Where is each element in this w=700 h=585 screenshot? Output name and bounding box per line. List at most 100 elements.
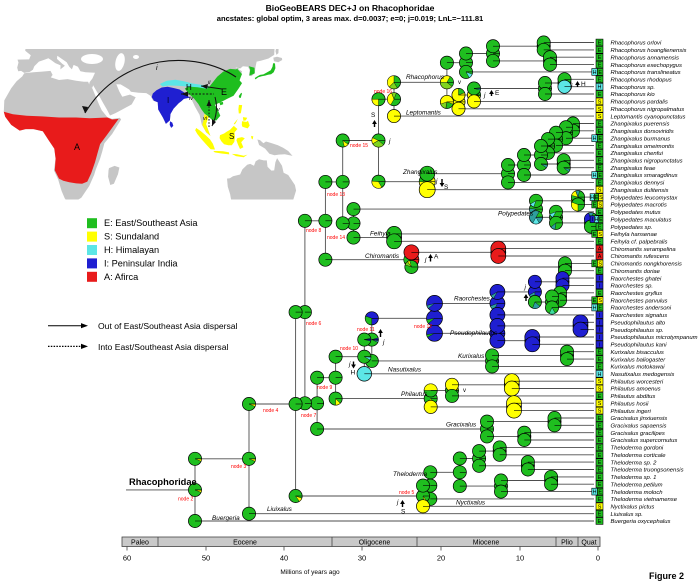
svg-text:E: E	[595, 195, 599, 201]
svg-text:ii: ii	[208, 80, 211, 86]
svg-text:E: E	[598, 416, 602, 422]
svg-text:E: E	[598, 158, 602, 164]
svg-text:node 13: node 13	[327, 192, 345, 198]
svg-text:E: E	[598, 519, 602, 525]
svg-text:node 9: node 9	[317, 385, 333, 391]
svg-text:Zhangixalus smaragdinus: Zhangixalus smaragdinus	[610, 173, 678, 179]
svg-text:A: A	[598, 247, 602, 253]
svg-text:E: E	[598, 460, 602, 466]
svg-text:I: I	[167, 96, 169, 105]
svg-text:Zhangixalus dulitensis: Zhangixalus dulitensis	[610, 188, 669, 194]
svg-text:E: E	[598, 350, 602, 356]
svg-text:Rhacophoridae: Rhacophoridae	[129, 477, 197, 487]
svg-text:E: E	[598, 364, 602, 370]
svg-text:Raorchestes sp.: Raorchestes sp.	[611, 284, 654, 290]
svg-text:H: H	[593, 306, 597, 312]
svg-text:Philautus amoenus: Philautus amoenus	[611, 387, 661, 393]
svg-text:Figure 2: Figure 2	[649, 571, 684, 581]
svg-text:Theloderma corticale: Theloderma corticale	[611, 453, 667, 459]
svg-text:Feihyla hansenae: Feihyla hansenae	[611, 232, 658, 238]
svg-text:E: E	[598, 136, 602, 142]
svg-text:E: E	[598, 48, 602, 54]
svg-text:v: v	[217, 107, 221, 113]
svg-text:Chiromantis doriae: Chiromantis doriae	[611, 269, 661, 275]
svg-text:Philautus worcesteri: Philautus worcesteri	[611, 379, 664, 385]
svg-text:S: S	[598, 504, 602, 510]
svg-text:Zhangixalus chenfui: Zhangixalus chenfui	[610, 151, 664, 157]
svg-text:Gracixalus gracilipes: Gracixalus gracilipes	[611, 431, 665, 437]
svg-text:Raorchestes ghatei: Raorchestes ghatei	[611, 276, 662, 282]
svg-text:E: E	[598, 122, 602, 128]
svg-text:E: E	[598, 70, 602, 76]
svg-text:S: S	[598, 409, 602, 415]
svg-text:j: j	[396, 499, 399, 506]
svg-text:Nasutixalus: Nasutixalus	[388, 367, 422, 374]
svg-text:E: E	[598, 357, 602, 363]
svg-text:Rhacophorus kio: Rhacophorus kio	[611, 92, 656, 98]
svg-text:Chiromantis rufescens: Chiromantis rufescens	[611, 254, 670, 260]
svg-text:j: j	[483, 92, 486, 99]
svg-text:Zhangixalus: Zhangixalus	[402, 169, 438, 176]
svg-text:node 14: node 14	[327, 235, 345, 241]
svg-text:S: S	[598, 232, 602, 238]
svg-text:E: E	[599, 217, 603, 223]
svg-text:j: j	[570, 83, 573, 90]
svg-text:I: Peninsular India: I: Peninsular India	[104, 258, 178, 268]
svg-text:E: E	[598, 306, 602, 312]
svg-text:Kurixalus bisacculus: Kurixalus bisacculus	[611, 350, 664, 356]
svg-text:E: E	[593, 232, 597, 238]
svg-text:S: S	[598, 401, 602, 407]
svg-text:Theloderma sp. 2: Theloderma sp. 2	[611, 460, 658, 466]
svg-text:node 6: node 6	[306, 321, 322, 327]
svg-text:node 3: node 3	[231, 464, 247, 470]
svg-text:Rhacophorus translineatus: Rhacophorus translineatus	[611, 70, 681, 76]
svg-text:Rhacophorus nigropalmatus: Rhacophorus nigropalmatus	[611, 107, 685, 113]
svg-text:I: I	[599, 342, 601, 348]
svg-text:Quat: Quat	[581, 539, 596, 546]
svg-text:node 5: node 5	[399, 490, 415, 496]
svg-text:I: I	[599, 283, 601, 289]
svg-text:Zhangixalus burmanus: Zhangixalus burmanus	[610, 136, 671, 142]
svg-text:E: E	[495, 90, 500, 97]
svg-text:Polypedates mutus: Polypedates mutus	[611, 210, 661, 216]
svg-text:Liuixalus: Liuixalus	[267, 506, 293, 513]
svg-text:H: H	[593, 490, 597, 496]
svg-text:Zhangixalus omeimontis: Zhangixalus omeimontis	[610, 144, 675, 150]
svg-text:Rhacophorus pardalis: Rhacophorus pardalis	[611, 100, 668, 106]
svg-text:E: E	[598, 77, 602, 83]
svg-text:Plio: Plio	[561, 539, 573, 546]
svg-text:E: E	[598, 151, 602, 157]
svg-text:Zhangixalus dorsoviridis: Zhangixalus dorsoviridis	[610, 129, 674, 135]
svg-text:Oligocene: Oligocene	[359, 539, 391, 546]
svg-text:Chiromantis: Chiromantis	[365, 253, 400, 260]
svg-text:Raorchestes gryllus: Raorchestes gryllus	[611, 291, 663, 297]
svg-text:E: E	[593, 298, 597, 304]
svg-text:Polypedates sp.: Polypedates sp.	[611, 225, 653, 231]
svg-text:I: I	[599, 328, 601, 334]
svg-text:Into East/Southeast Asia dispe: Into East/Southeast Asia dispersal	[98, 342, 229, 352]
svg-text:Pseudophilautus microtympanum: Pseudophilautus microtympanum	[611, 335, 698, 341]
svg-text:A: A	[598, 254, 602, 260]
svg-text:node 11: node 11	[357, 327, 375, 333]
svg-text:S: S	[598, 261, 602, 267]
svg-text:S: S	[598, 203, 602, 209]
svg-text:i: i	[156, 65, 158, 72]
svg-text:Theloderma petilum: Theloderma petilum	[611, 482, 663, 488]
svg-text:E: E	[221, 87, 227, 97]
svg-text:E: E	[598, 445, 602, 451]
svg-text:E: E	[598, 394, 602, 400]
svg-text:Rhacophorus annamensis: Rhacophorus annamensis	[611, 55, 679, 61]
svg-text:Gracixalus jinxiuensis: Gracixalus jinxiuensis	[611, 416, 668, 422]
svg-text:Chiromantis xerampelina: Chiromantis xerampelina	[611, 247, 677, 253]
svg-text:Gracixalus sapaensis: Gracixalus sapaensis	[611, 424, 667, 430]
svg-text:Zhangixalus feae: Zhangixalus feae	[610, 166, 657, 172]
svg-text:S: S	[229, 132, 234, 141]
svg-text:Pseudophilautus: Pseudophilautus	[450, 330, 498, 337]
svg-text:Zhangixalus dennysi: Zhangixalus dennysi	[610, 181, 665, 187]
svg-text:E: E	[598, 269, 602, 275]
svg-text:A: A	[74, 142, 80, 152]
svg-text:E: E	[598, 225, 602, 231]
svg-text:S: S	[598, 387, 602, 393]
svg-text:Pseudophilautus alto: Pseudophilautus alto	[611, 321, 666, 327]
svg-text:Paleo: Paleo	[131, 539, 149, 546]
